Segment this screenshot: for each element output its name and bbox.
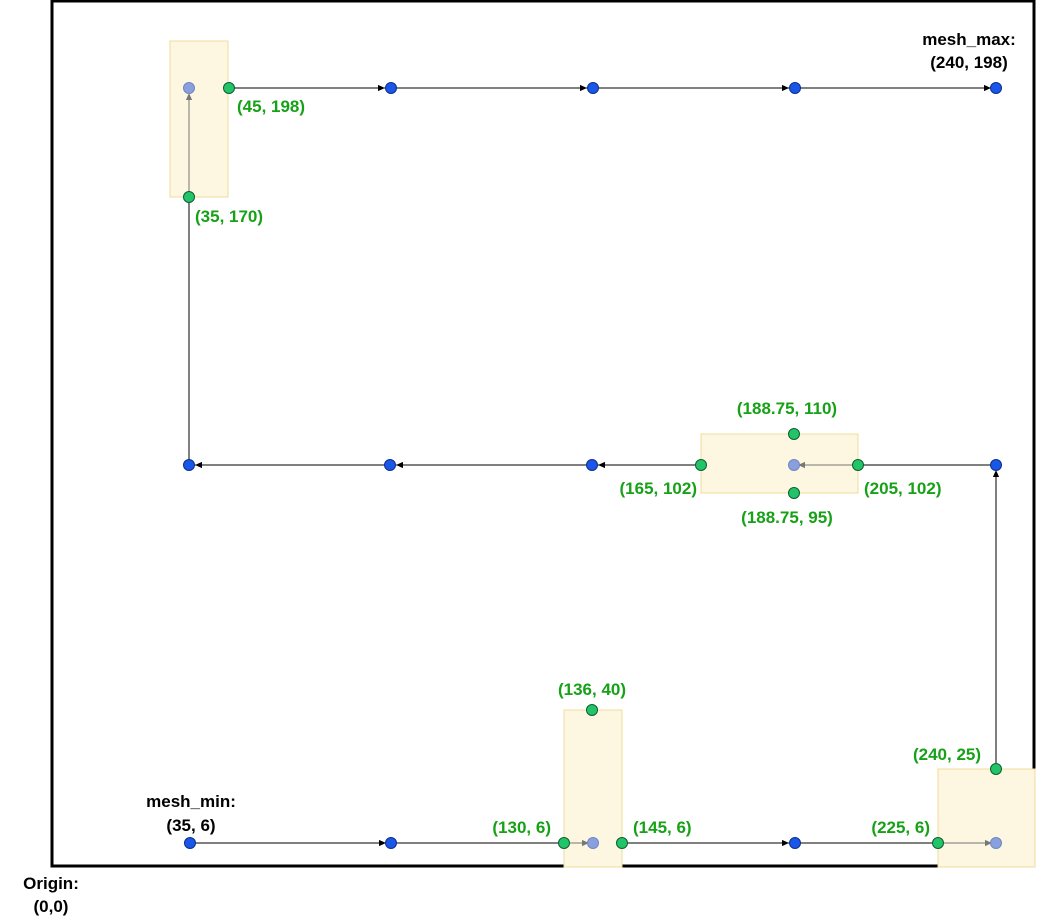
label-136-40: (136, 40) xyxy=(558,680,626,699)
probe-point xyxy=(788,428,800,440)
mesh-point xyxy=(183,459,195,471)
avoid-zones xyxy=(169,40,1036,868)
label-188-110: (188.75, 110) xyxy=(737,399,837,418)
mesh-point xyxy=(587,82,599,94)
mesh-point xyxy=(990,459,1002,471)
mesh-point xyxy=(789,82,801,94)
skipped-point xyxy=(587,837,599,849)
reference-labels: mesh_max: (240, 198) mesh_min: (35, 6) O… xyxy=(23,30,1016,916)
mesh-max-title: mesh_max: xyxy=(922,30,1016,49)
skipped-point xyxy=(183,82,195,94)
avoid-zone-bottom-right xyxy=(937,768,1036,868)
mesh-point xyxy=(385,837,397,849)
mesh-point xyxy=(384,459,396,471)
probe-point xyxy=(695,459,707,471)
label-240-25: (240, 25) xyxy=(913,745,981,764)
label-35-170: (35, 170) xyxy=(195,207,263,226)
probe-path xyxy=(185,84,1000,847)
skipped-point xyxy=(788,459,800,471)
label-45-198: (45, 198) xyxy=(237,97,305,116)
mesh-point xyxy=(385,82,397,94)
probe-point xyxy=(616,837,628,849)
probe-point xyxy=(932,837,944,849)
label-145-6: (145, 6) xyxy=(633,818,692,837)
mesh-points xyxy=(183,82,1002,849)
probe-point xyxy=(852,459,864,471)
mesh-point xyxy=(184,837,196,849)
label-188-95: (188.75, 95) xyxy=(741,508,833,527)
skipped-points xyxy=(183,82,1002,849)
origin-coords: (0,0) xyxy=(34,897,69,916)
probe-point xyxy=(558,837,570,849)
probe-labels: (45, 198) (35, 170) (188.75, 110) (165, … xyxy=(195,97,981,837)
mesh-min-coords: (35, 6) xyxy=(166,816,215,835)
label-130-6: (130, 6) xyxy=(492,818,551,837)
probe-point xyxy=(586,704,598,716)
mesh-min-title: mesh_min: xyxy=(146,792,236,811)
label-165-102: (165, 102) xyxy=(620,479,698,498)
skipped-point xyxy=(990,837,1002,849)
probe-point xyxy=(223,82,235,94)
probe-points xyxy=(183,82,1002,849)
probe-point xyxy=(183,191,195,203)
probe-point xyxy=(788,487,800,499)
probe-point xyxy=(990,763,1002,775)
mesh-point xyxy=(789,837,801,849)
avoid-zone-top-left xyxy=(169,40,229,198)
label-225-6: (225, 6) xyxy=(871,818,930,837)
origin-title: Origin: xyxy=(23,874,79,893)
mesh-point xyxy=(586,459,598,471)
avoid-zone-middle xyxy=(700,433,859,494)
mesh-max-coords: (240, 198) xyxy=(930,53,1008,72)
label-205-102: (205, 102) xyxy=(864,479,942,498)
mesh-point xyxy=(990,82,1002,94)
